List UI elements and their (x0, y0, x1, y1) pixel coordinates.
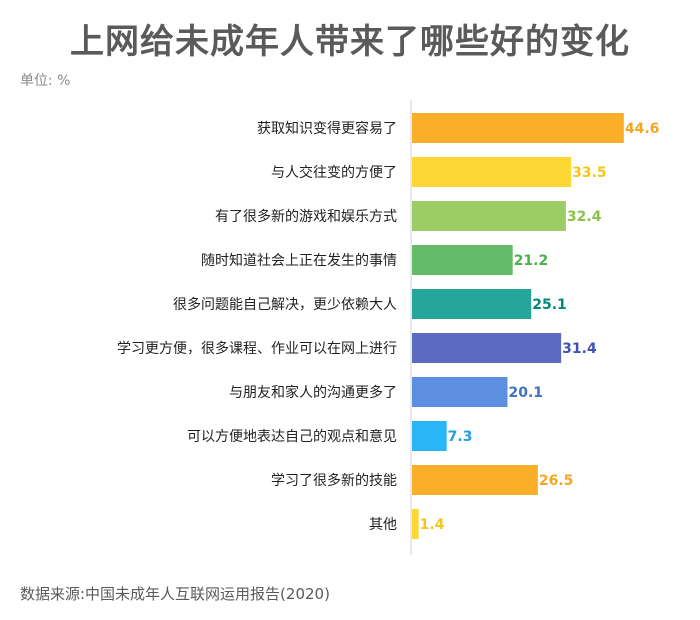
category-label-9: 其他 (369, 517, 397, 533)
value-label-6: 20.1 (508, 385, 543, 401)
value-label-8: 26.5 (539, 473, 574, 489)
category-label-2: 有了很多新的游戏和娱乐方式 (215, 208, 397, 225)
category-label-4: 很多问题能自己解决，更少依赖大人 (173, 296, 397, 313)
bars-group: 获取知识变得更容易了 44.6 与人交往变的方便了 33.5 有了很多新的游戏和娱乐方式… (117, 113, 659, 539)
value-label-3: 21.2 (514, 253, 549, 269)
value-label-7: 7.3 (448, 429, 473, 445)
bar-7 (412, 421, 447, 451)
category-label-3: 随时知道社会上正在发生的事情 (201, 252, 397, 269)
category-label-0: 获取知识变得更容易了 (257, 120, 397, 137)
bar-1 (412, 157, 572, 187)
bar-5 (412, 333, 562, 363)
value-label-9: 1.4 (420, 517, 445, 533)
unit-label: 单位: % (20, 73, 71, 89)
category-label-7: 可以方便地表达自己的观点和意见 (187, 428, 397, 445)
chart-title: 上网给未成年人带来了哪些好的变化 (70, 22, 630, 62)
bar-2 (412, 201, 566, 231)
value-label-2: 32.4 (567, 209, 602, 225)
bar-8 (412, 465, 538, 495)
category-label-8: 学习了很多新的技能 (271, 472, 397, 489)
category-label-1: 与人交往变的方便了 (271, 164, 397, 181)
value-label-4: 25.1 (532, 297, 567, 313)
category-label-6: 与朋友和家人的沟通更多了 (229, 384, 397, 401)
bar-4 (412, 289, 532, 319)
category-label-5: 学习更方便，很多课程、作业可以在网上进行 (117, 340, 397, 357)
data-source: 数据来源:中国未成年人互联网运用报告(2020) (20, 585, 330, 603)
bar-0 (412, 113, 624, 143)
bar-9 (412, 509, 419, 539)
value-label-1: 33.5 (572, 165, 607, 181)
bar-6 (412, 377, 508, 407)
value-label-0: 44.6 (625, 121, 660, 137)
value-label-5: 31.4 (562, 341, 597, 357)
bar-3 (412, 245, 513, 275)
